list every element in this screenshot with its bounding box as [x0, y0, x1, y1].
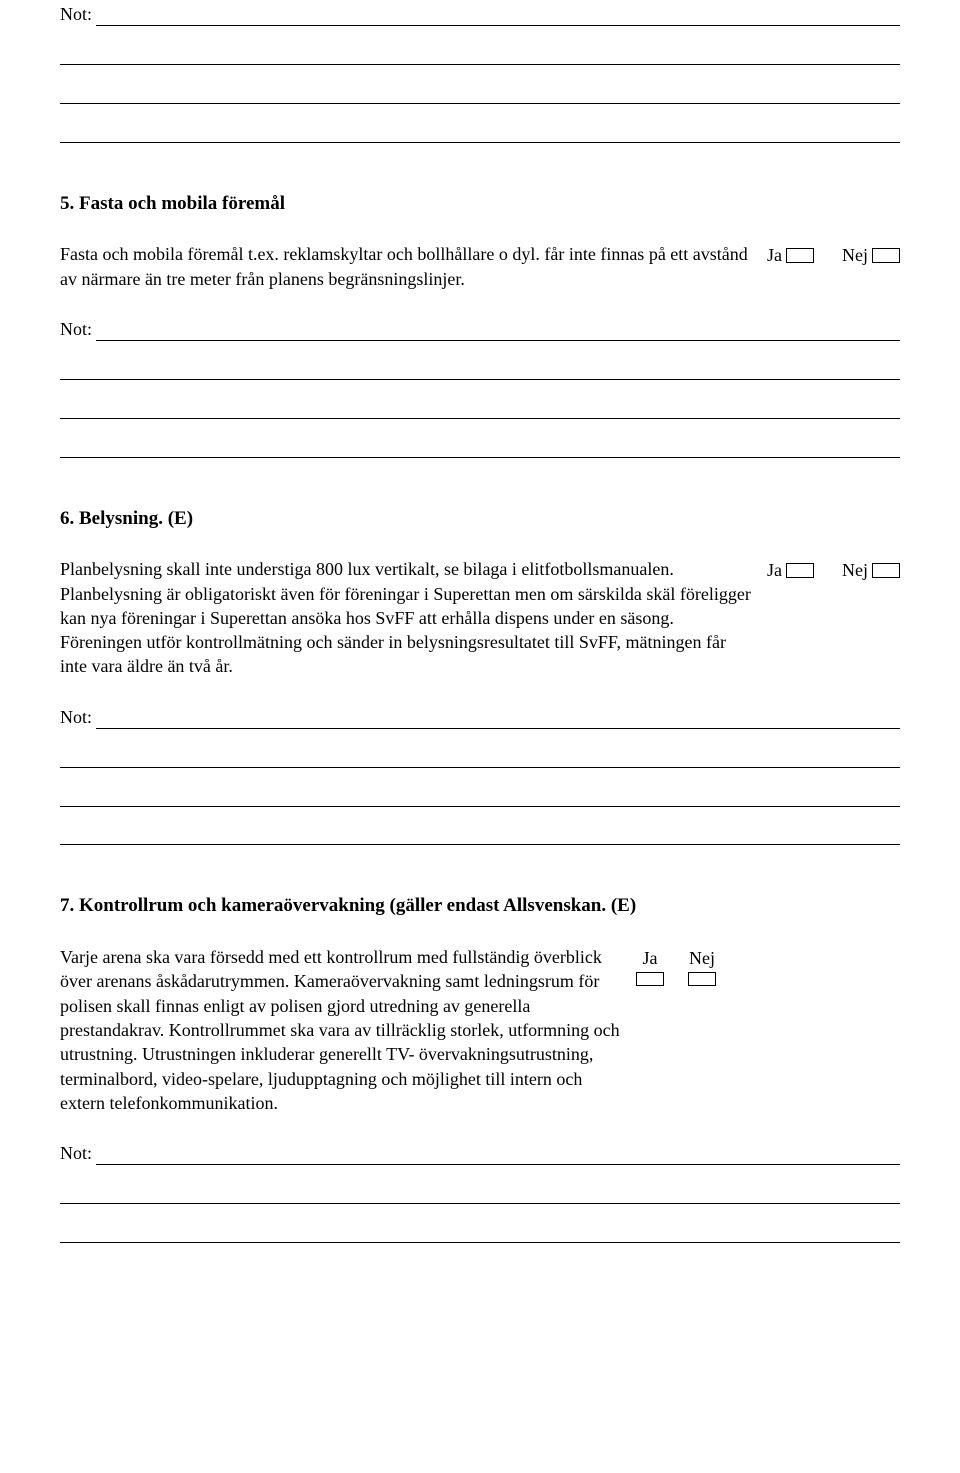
- note-line[interactable]: [60, 75, 900, 104]
- question-text: Varje arena ska vara försedd med ett kon…: [60, 945, 620, 1115]
- note-line[interactable]: [96, 4, 900, 27]
- nej-label: Nej: [842, 243, 868, 267]
- note-line[interactable]: [60, 351, 900, 380]
- ja-nej-group: Ja Nej: [636, 945, 716, 986]
- note-label: Not:: [60, 2, 96, 26]
- ja-checkbox[interactable]: [786, 248, 814, 263]
- ja-label: Ja: [767, 558, 782, 582]
- note-block-s7: Not:: [60, 1141, 900, 1243]
- question-text: Fasta och mobila föremål t.ex. reklamsky…: [60, 242, 751, 291]
- note-line[interactable]: [96, 707, 900, 730]
- note-block-top: Not:: [60, 2, 900, 143]
- note-line[interactable]: [60, 739, 900, 768]
- note-line[interactable]: [60, 429, 900, 458]
- ja-label: Ja: [767, 243, 782, 267]
- note-block-s5: Not:: [60, 317, 900, 458]
- note-label: Not:: [60, 705, 96, 729]
- nej-label: Nej: [689, 946, 715, 970]
- nej-label: Nej: [842, 558, 868, 582]
- section-title: 5. Fasta och mobila föremål: [60, 191, 900, 217]
- note-line[interactable]: [60, 1214, 900, 1243]
- note-line[interactable]: [60, 778, 900, 807]
- ja-checkbox[interactable]: [786, 563, 814, 578]
- note-line[interactable]: [60, 36, 900, 65]
- ja-nej-group: Ja Nej: [767, 242, 900, 267]
- section-7: 7. Kontrollrum och kameraövervakning (gä…: [60, 893, 900, 1243]
- note-line[interactable]: [60, 1175, 900, 1204]
- section-title: 6. Belysning. (E): [60, 506, 900, 532]
- note-line[interactable]: [96, 1143, 900, 1166]
- note-block-s6: Not:: [60, 705, 900, 846]
- section-5: 5. Fasta och mobila föremål Fasta och mo…: [60, 191, 900, 458]
- note-line[interactable]: [60, 114, 900, 143]
- ja-nej-group: Ja Nej: [767, 557, 900, 582]
- note-label: Not:: [60, 317, 96, 341]
- nej-checkbox[interactable]: [872, 248, 900, 263]
- note-line[interactable]: [96, 319, 900, 342]
- nej-checkbox[interactable]: [872, 563, 900, 578]
- question-text: Planbelysning skall inte understiga 800 …: [60, 557, 751, 678]
- ja-checkbox[interactable]: [636, 972, 664, 986]
- note-line[interactable]: [60, 390, 900, 419]
- nej-checkbox[interactable]: [688, 972, 716, 986]
- section-6: 6. Belysning. (E) Planbelysning skall in…: [60, 506, 900, 846]
- note-label: Not:: [60, 1141, 96, 1165]
- ja-label: Ja: [643, 946, 658, 970]
- note-line[interactable]: [60, 817, 900, 846]
- section-title: 7. Kontrollrum och kameraövervakning (gä…: [60, 893, 900, 919]
